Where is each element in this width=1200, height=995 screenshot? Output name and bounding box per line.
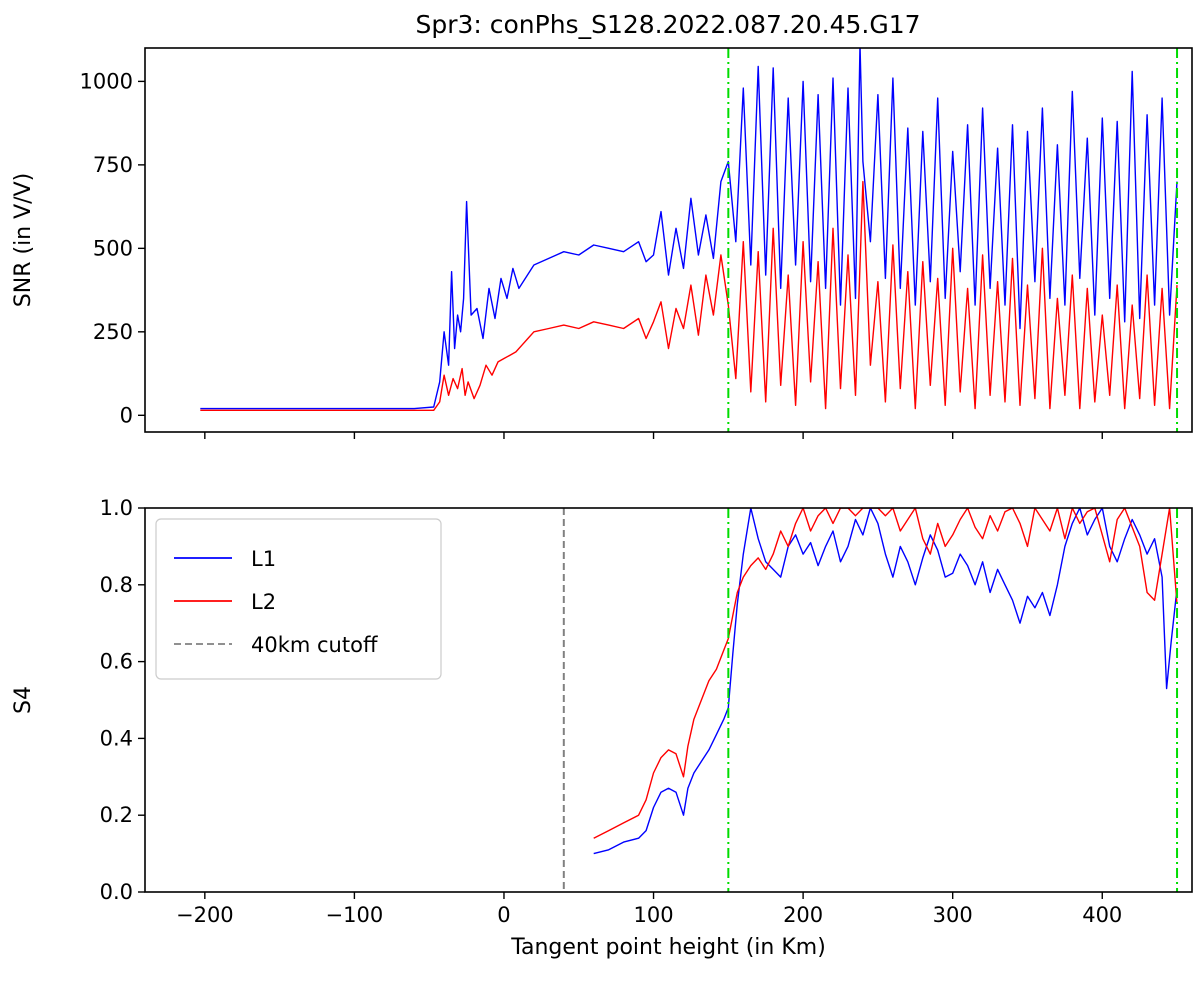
legend-label-2: L2 bbox=[251, 590, 276, 614]
y-axis-label: S4 bbox=[11, 686, 36, 714]
y-tick-label: 0.6 bbox=[100, 650, 133, 674]
x-tick-label: 300 bbox=[933, 903, 973, 927]
x-tick-label: −100 bbox=[326, 903, 384, 927]
x-tick-label: 200 bbox=[783, 903, 823, 927]
y-tick-label: 0.2 bbox=[100, 803, 133, 827]
plot-area bbox=[200, 48, 1179, 432]
y-tick-label: 500 bbox=[93, 236, 133, 260]
plot-area bbox=[562, 508, 1179, 892]
series-line-l1 bbox=[593, 508, 1178, 855]
series-line-blue bbox=[200, 48, 1178, 410]
legend-box bbox=[155, 518, 442, 680]
series-line-red bbox=[200, 180, 1178, 411]
x-tick-label: 0 bbox=[497, 903, 510, 927]
legend-label-3: 40km cutoff bbox=[251, 633, 378, 657]
y-tick-label: 750 bbox=[93, 153, 133, 177]
chart-title: Spr3: conPhs_S128.2022.087.20.45.G17 bbox=[415, 10, 920, 39]
y-tick-label: 0.4 bbox=[100, 726, 133, 750]
y-tick-label: 1000 bbox=[80, 69, 133, 93]
y-tick-label: 0 bbox=[120, 403, 133, 427]
x-axis-label: Tangent point height (in Km) bbox=[510, 935, 826, 960]
axes-frame bbox=[144, 507, 1193, 893]
y-tick-label: 250 bbox=[93, 320, 133, 344]
x-tick-label: −200 bbox=[176, 903, 234, 927]
panel-snr: 0 250 500 750 1000 SNR (in V/V) bbox=[11, 47, 1193, 439]
y-tick-label: 0.0 bbox=[100, 880, 133, 904]
x-tick-label: 100 bbox=[633, 903, 673, 927]
y-tick-label: 0.8 bbox=[100, 573, 133, 597]
x-tick-label: 400 bbox=[1082, 903, 1122, 927]
axes-frame bbox=[144, 47, 1193, 433]
series-line-l2 bbox=[593, 508, 1178, 839]
legend: L1 L2 40km cutoff bbox=[155, 518, 442, 680]
y-axis-label: SNR (in V/V) bbox=[11, 173, 36, 307]
legend-label-1: L1 bbox=[251, 547, 276, 571]
panel-s4: −200 −100 0 100 200 300 400 0.0 0.2 0.4 0.6 0.8 1.0 S… bbox=[11, 496, 1193, 960]
y-tick-label: 1.0 bbox=[100, 496, 133, 520]
